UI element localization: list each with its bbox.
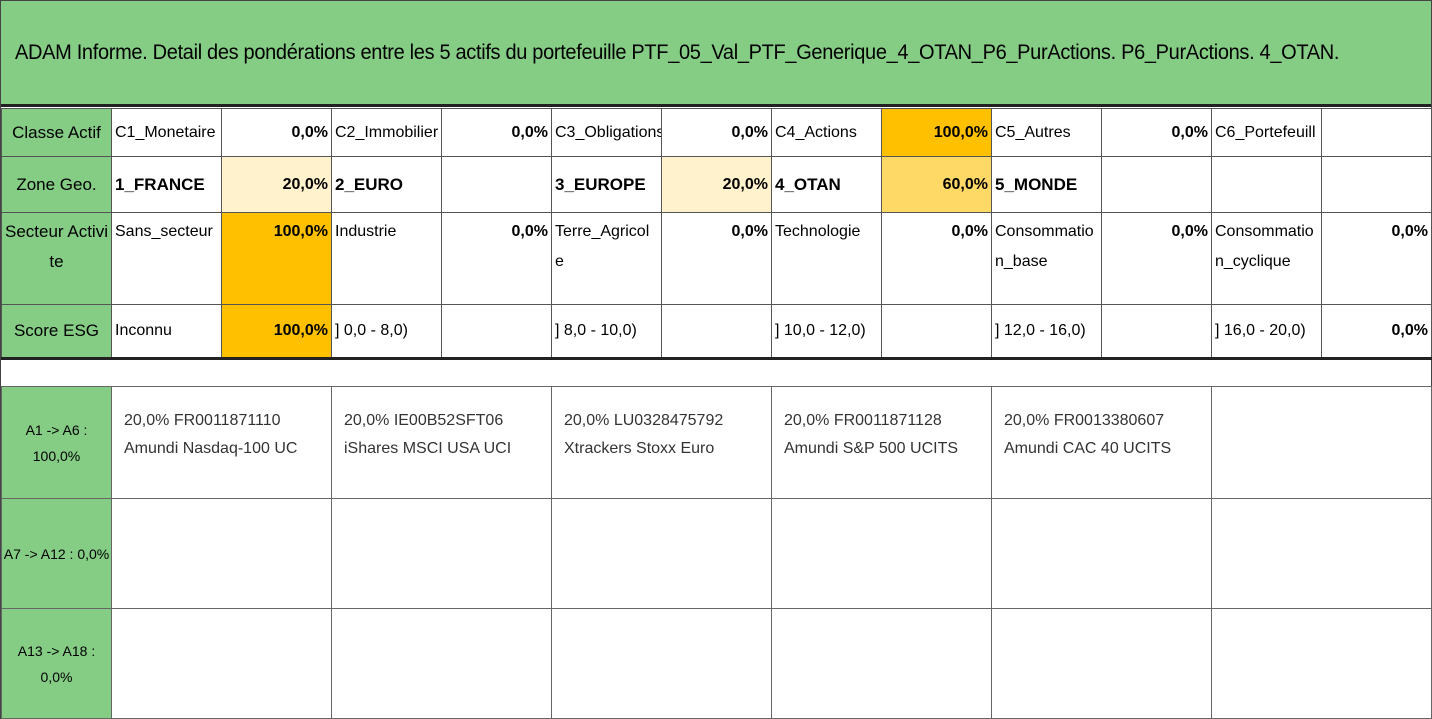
asset-fund-name: Xtrackers Stoxx Euro: [564, 440, 715, 457]
asset-weight-isin: 20,0% FR0013380607: [1004, 412, 1165, 429]
cell-value[interactable]: [441, 156, 552, 213]
cell-value[interactable]: 0,0%: [1321, 304, 1432, 360]
row-classe-actif: Classe Actif C1_Monetaire 0,0% C2_Immobi…: [1, 108, 1432, 157]
cell-value[interactable]: 20,0%: [221, 156, 332, 213]
cell-name[interactable]: Inconnu: [111, 304, 222, 360]
asset-cell[interactable]: 20,0% FR0011871110 Amundi Nasdaq-100 UC: [111, 386, 332, 499]
cell-name[interactable]: ] 10,0 - 12,0): [771, 304, 882, 360]
row-score-esg: Score ESG Inconnu 100,0% ] 0,0 - 8,0) ] …: [1, 304, 1432, 360]
asset-fund-name: Amundi Nasdaq-100 UC: [124, 440, 298, 457]
asset-cell[interactable]: [331, 608, 552, 719]
asset-row: A1 -> A6 : 100,0% 20,0% FR0011871110 Amu…: [1, 386, 1432, 499]
asset-cell[interactable]: [991, 498, 1212, 609]
asset-cell[interactable]: [991, 608, 1212, 719]
cell-value[interactable]: 0,0%: [221, 108, 332, 157]
cell-value[interactable]: [1101, 304, 1212, 360]
cell-name[interactable]: C5_Autres: [991, 108, 1102, 157]
asset-cell[interactable]: 20,0% FR0013380607 Amundi CAC 40 UCITS: [991, 386, 1212, 499]
asset-cell[interactable]: [771, 498, 992, 609]
asset-fund-name: Amundi S&P 500 UCITS: [784, 440, 959, 457]
asset-cell[interactable]: [111, 608, 332, 719]
cell-name[interactable]: Industrie: [331, 212, 442, 305]
asset-cell[interactable]: [551, 498, 772, 609]
cell-value[interactable]: 0,0%: [661, 212, 772, 305]
cell-value[interactable]: [1321, 156, 1432, 213]
cell-name[interactable]: [1211, 156, 1322, 213]
asset-fund-name: Amundi CAC 40 UCITS: [1004, 440, 1172, 457]
cell-value[interactable]: 0,0%: [441, 212, 552, 305]
cell-name[interactable]: 3_EUROPE: [551, 156, 662, 213]
cell-name[interactable]: 5_MONDE: [991, 156, 1102, 213]
cell-value[interactable]: [661, 304, 772, 360]
page-title: ADAM Informe. Detail des pondérations en…: [15, 40, 1340, 64]
cell-value[interactable]: 100,0%: [221, 304, 332, 360]
asset-fund-name: iShares MSCI USA UCI: [344, 440, 512, 457]
cell-value[interactable]: 0,0%: [1101, 212, 1212, 305]
asset-cell[interactable]: [1211, 498, 1432, 609]
cell-value[interactable]: [441, 304, 552, 360]
title-bar: ADAM Informe. Detail des pondérations en…: [1, 1, 1431, 107]
cell-name[interactable]: ] 0,0 - 8,0): [331, 304, 442, 360]
cell-value[interactable]: 0,0%: [661, 108, 772, 157]
cell-value[interactable]: 100,0%: [881, 108, 992, 157]
asset-cell[interactable]: [331, 498, 552, 609]
cell-value[interactable]: 0,0%: [441, 108, 552, 157]
cell-name[interactable]: C3_Obligations: [551, 108, 662, 157]
asset-weight-isin: 20,0% FR0011871128: [784, 412, 942, 429]
cell-name[interactable]: 2_EURO: [331, 156, 442, 213]
row-label: Zone Geo.: [1, 156, 112, 213]
row-label: Classe Actif: [1, 108, 112, 157]
cell-name[interactable]: Consommation_cyclique: [1211, 212, 1322, 305]
asset-cell[interactable]: [551, 608, 772, 719]
asset-group-label: A7 -> A12 : 0,0%: [1, 498, 112, 609]
cell-name[interactable]: 4_OTAN: [771, 156, 882, 213]
cell-name[interactable]: 1_FRANCE: [111, 156, 222, 213]
cell-value[interactable]: 100,0%: [221, 212, 332, 305]
asset-weight-isin: 20,0% LU0328475792: [564, 412, 724, 429]
cell-name[interactable]: Consommation_base: [991, 212, 1102, 305]
weights-table: Classe Actif C1_Monetaire 0,0% C2_Immobi…: [1, 108, 1432, 360]
asset-row: A13 -> A18 : 0,0%: [1, 608, 1432, 719]
row-zone-geo: Zone Geo. 1_FRANCE 20,0% 2_EURO 3_EUROPE…: [1, 156, 1432, 213]
asset-weight-isin: 20,0% FR0011871110: [124, 412, 281, 429]
cell-name[interactable]: ] 8,0 - 10,0): [551, 304, 662, 360]
asset-cell[interactable]: 20,0% IE00B52SFT06 iShares MSCI USA UCI: [331, 386, 552, 499]
asset-cell[interactable]: 20,0% FR0011871128 Amundi S&P 500 UCITS: [771, 386, 992, 499]
asset-cell[interactable]: [111, 498, 332, 609]
cell-name[interactable]: C2_Immobilier: [331, 108, 442, 157]
row-label: Secteur Activite: [1, 212, 112, 305]
asset-cell[interactable]: 20,0% LU0328475792 Xtrackers Stoxx Euro: [551, 386, 772, 499]
row-label: Score ESG: [1, 304, 112, 360]
asset-row: A7 -> A12 : 0,0%: [1, 498, 1432, 609]
cell-name[interactable]: ] 16,0 - 20,0): [1211, 304, 1322, 360]
asset-group-label: A13 -> A18 : 0,0%: [1, 608, 112, 719]
cell-name[interactable]: Sans_secteur: [111, 212, 222, 305]
asset-cell[interactable]: [1211, 386, 1432, 499]
cell-value[interactable]: 60,0%: [881, 156, 992, 213]
asset-weight-isin: 20,0% IE00B52SFT06: [344, 412, 504, 429]
cell-value[interactable]: 0,0%: [1101, 108, 1212, 157]
cell-value[interactable]: 0,0%: [1321, 212, 1432, 305]
assets-table: A1 -> A6 : 100,0% 20,0% FR0011871110 Amu…: [1, 386, 1432, 719]
cell-value[interactable]: [1101, 156, 1212, 213]
row-secteur-activite: Secteur Activite Sans_secteur 100,0% Ind…: [1, 212, 1432, 305]
cell-value[interactable]: 20,0%: [661, 156, 772, 213]
cell-value[interactable]: [1321, 108, 1432, 157]
cell-name[interactable]: Terre_Agricole: [551, 212, 662, 305]
cell-name[interactable]: C6_Portefeuill: [1211, 108, 1322, 157]
asset-group-label: A1 -> A6 : 100,0%: [1, 386, 112, 499]
cell-name[interactable]: C4_Actions: [771, 108, 882, 157]
cell-value[interactable]: [881, 304, 992, 360]
cell-value[interactable]: 0,0%: [881, 212, 992, 305]
asset-cell[interactable]: [1211, 608, 1432, 719]
asset-cell[interactable]: [771, 608, 992, 719]
cell-name[interactable]: Technologie: [771, 212, 882, 305]
cell-name[interactable]: ] 12,0 - 16,0): [991, 304, 1102, 360]
cell-name[interactable]: C1_Monetaire: [111, 108, 222, 157]
